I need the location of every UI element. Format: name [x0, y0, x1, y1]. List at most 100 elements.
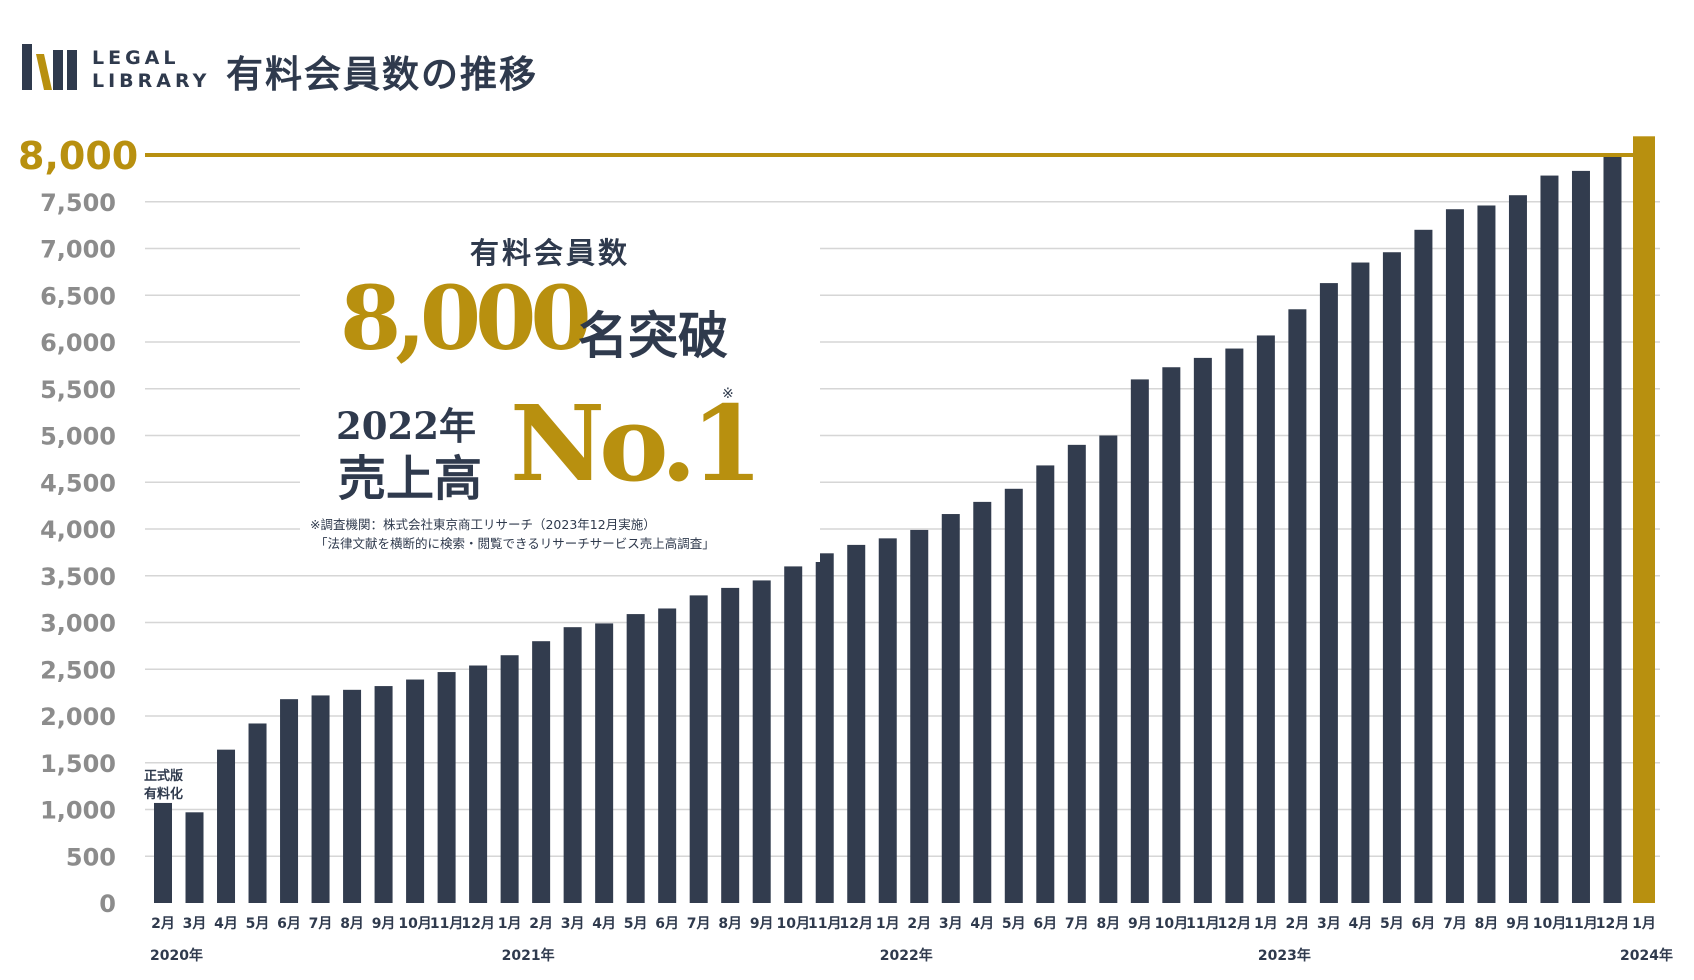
bar: [910, 529, 929, 903]
x-tick-label: 5月: [246, 916, 270, 932]
y-tick-label: 5,000: [40, 423, 116, 451]
x-tick-label: 7月: [1065, 916, 1089, 932]
y-tick-label: 7,000: [40, 236, 116, 264]
x-tick-label: 10月: [776, 916, 809, 932]
y-tick-label: 7,500: [40, 189, 116, 217]
bar: [154, 802, 172, 903]
x-tick-label: 1月: [876, 916, 900, 932]
x-tick-label: 6月: [1033, 916, 1057, 932]
callout-sales: 売上高: [338, 451, 483, 507]
bar: [1319, 283, 1338, 904]
callout-panel: 有料会員数 8,000 名突破 2022年 売上高 No.1 ※ ※調査機関：株…: [300, 222, 820, 562]
x-tick-label: 5月: [624, 916, 648, 932]
bar: [784, 566, 803, 903]
x-tick-label: 10月: [398, 916, 431, 932]
x-tick-label: 9月: [1506, 916, 1530, 932]
x-tick-label: 5月: [1002, 916, 1026, 932]
logo-books-icon: [22, 44, 77, 90]
bar: [1540, 175, 1559, 903]
bar: [469, 665, 488, 903]
x-tick-label: 4月: [1349, 916, 1373, 932]
launch-annotation: 正式版 有料化: [144, 768, 183, 804]
callout-note-line2: 「法律文献を横断的に検索・閲覧できるリサーチサービス売上高調査」: [315, 536, 715, 551]
bar: [280, 699, 299, 903]
x-tick-label: 2月: [1286, 916, 1310, 932]
x-tick-label: 7月: [309, 916, 333, 932]
bar: [815, 553, 834, 903]
year-label: 2024年: [1620, 947, 1673, 964]
page-title: 有料会員数の推移: [226, 53, 538, 96]
bar: [1603, 156, 1622, 903]
bar: [658, 608, 677, 903]
callout-note-line1: ※調査機関：株式会社東京商工リサーチ（2023年12月実施）: [310, 517, 656, 532]
launch-annotation-line2: 有料化: [144, 787, 184, 802]
x-tick-label: 9月: [1128, 916, 1152, 932]
x-tick-label: 8月: [718, 916, 742, 932]
x-tick-label: 3月: [561, 916, 585, 932]
bar: [595, 623, 614, 903]
x-tick-label: 5月: [1380, 916, 1404, 932]
x-tick-label: 8月: [1096, 916, 1120, 932]
bar: [1508, 195, 1527, 903]
target-line-group: 8,000: [18, 134, 1644, 178]
x-tick-label: 11月: [808, 916, 841, 932]
x-tick-label: 6月: [655, 916, 679, 932]
x-tick-label: 2月: [151, 916, 175, 932]
y-axis-ticks: 0 500 1,000 1,500 2,000 2,500 3,000 3,500 4,000 4…: [40, 189, 116, 918]
y-tick-label: 500: [66, 843, 116, 871]
x-tick-label: 12月: [1218, 916, 1251, 932]
bar: [1162, 367, 1181, 903]
bar: [941, 514, 960, 903]
bar: [1351, 262, 1370, 903]
bar: [1477, 205, 1496, 904]
bars: [154, 136, 1655, 904]
bar: [1414, 229, 1433, 904]
y-tick-label: 3,000: [40, 610, 116, 638]
year-label: 2023年: [1258, 947, 1311, 964]
x-tick-label: 2月: [907, 916, 931, 932]
bar: [1099, 435, 1118, 903]
x-tick-label: 7月: [1443, 916, 1467, 932]
callout-suffix: 名突破: [578, 306, 728, 365]
y-tick-label: 5,500: [40, 376, 116, 404]
x-tick-label: 1月: [1254, 916, 1278, 932]
bar: [1633, 136, 1655, 904]
bar: [343, 689, 362, 903]
bar: [185, 812, 204, 903]
bar: [1130, 379, 1149, 903]
x-tick-label: 1月: [1632, 916, 1656, 932]
bar: [374, 686, 393, 903]
y-tick-label: 2,000: [40, 703, 116, 731]
callout-year: 2022年: [336, 404, 476, 448]
bar: [1382, 252, 1401, 904]
year-label: 2022年: [880, 947, 933, 964]
bar: [1288, 309, 1307, 903]
x-tick-label: 2月: [529, 916, 553, 932]
bar: [1067, 444, 1086, 903]
x-tick-label: 10月: [1533, 916, 1566, 932]
y-tick-label: 2,500: [40, 656, 116, 684]
x-tick-label: 12月: [1596, 916, 1629, 932]
bar: [752, 580, 771, 903]
year-labels: 2020年 2021年 2022年 2023年 2024年: [150, 947, 1673, 964]
x-tick-label: 9月: [750, 916, 774, 932]
bar: [878, 538, 897, 903]
bar: [311, 695, 330, 903]
callout-rank: No.1: [510, 382, 763, 505]
launch-annotation-line1: 正式版: [144, 769, 184, 784]
x-tick-label: 9月: [372, 916, 396, 932]
callout-footnote-mark: ※: [722, 386, 734, 402]
logo-line2: LIBRARY: [92, 70, 211, 92]
bar: [437, 672, 456, 903]
bar: [217, 749, 236, 903]
bar: [1225, 348, 1244, 903]
x-tick-label: 3月: [939, 916, 963, 932]
bar: [406, 679, 425, 903]
bar: [563, 627, 582, 903]
header: LEGAL LIBRARY 有料会員数の推移: [0, 0, 1694, 110]
x-tick-label: 1月: [498, 916, 522, 932]
year-label: 2020年: [150, 947, 203, 964]
x-tick-label: 3月: [183, 916, 207, 932]
bar: [626, 614, 645, 903]
y-tick-label: 1,500: [40, 750, 116, 778]
